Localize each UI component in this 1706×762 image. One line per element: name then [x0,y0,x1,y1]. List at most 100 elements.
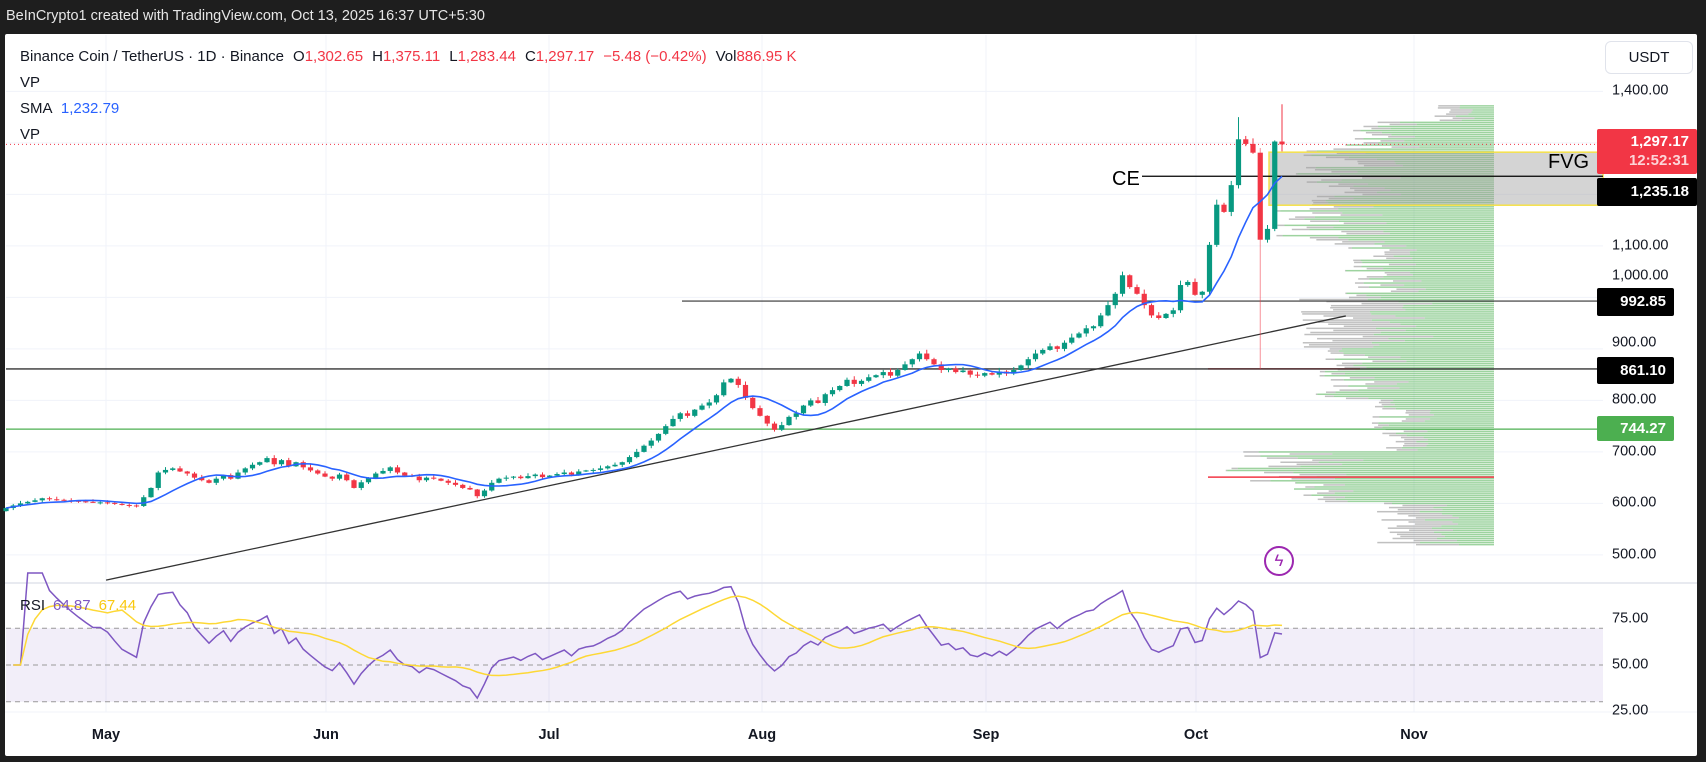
volume-profile-bar-buy [1419,146,1494,148]
candle-up [619,462,625,465]
lightning-alert-icon[interactable]: ϟ [1264,546,1294,576]
candle-down [286,460,292,467]
candle-down [1127,275,1133,288]
candle-up [257,462,263,465]
volume-profile-bar-sell [1395,440,1417,443]
volume-profile-bar-buy [1432,302,1494,305]
candle-up [902,364,908,371]
volume-profile-bar-sell [1336,152,1366,154]
volume-profile-bar-sell [1325,500,1348,503]
volume-profile-bar-buy [1258,451,1494,453]
rsi-label[interactable]: RSI [20,597,46,614]
volume-profile-bar-sell [1366,267,1384,270]
volume-profile-bar-sell [1336,364,1354,367]
volume-profile-bar-buy [1394,403,1494,406]
symbol-name[interactable]: Binance Coin / TetherUS · 1D · Binance [20,48,285,65]
volume-profile-bar-buy [1334,358,1494,360]
candle-up [576,471,582,475]
candle-up [1112,293,1118,306]
volume-profile-bar-buy [1371,319,1494,321]
volume-profile-bar-sell [1328,323,1401,325]
volume-profile-bar-buy [1390,127,1494,130]
volume-profile-bar-sell [1303,494,1312,496]
indicator-sma[interactable]: SMA 1,232.79 [20,100,119,117]
candle-up [25,501,31,504]
volume-profile-bar-buy [1457,523,1494,525]
candle-down [1192,281,1198,295]
volume-profile-bar-buy [1367,298,1494,301]
candle-up [786,416,792,426]
volume-profile-bar-buy [1424,519,1494,521]
volume-profile-bar-buy [1404,339,1494,342]
volume-profile-bar-buy [1294,488,1494,490]
volume-profile-bar-buy [1376,158,1494,161]
price-axis-tick: 700.00 [1612,443,1657,460]
candle-down [104,502,111,504]
volume-profile-bar-sell [1318,321,1390,323]
candle-up [547,475,553,478]
candle-up [510,476,517,478]
candle-down [54,499,60,501]
volume-profile-bar-sell [1306,226,1334,229]
candle-up [148,487,154,498]
volume-profile-bar-buy [1300,465,1494,468]
volume-profile-bar-sell [1330,304,1404,307]
volume-profile-bar-sell [1331,372,1345,375]
volume-profile-bar-sell [1389,123,1417,126]
current-price-label: 1,297.17 12:52:31 [1597,129,1697,174]
volume-profile-bar-buy [1353,490,1494,492]
volume-profile-bar-sell [1388,136,1415,138]
volume-profile-bar-sell [1354,261,1363,264]
candle-up [97,502,103,504]
volume-profile-bar-buy [1344,496,1494,499]
volume-profile-bar-buy [1471,111,1494,113]
ce-annotation[interactable]: CE [1112,168,1140,190]
volume-profile-bar-sell [1416,543,1459,546]
time-axis-label: Jun [313,727,339,743]
volume-profile-bar-sell [1350,187,1385,190]
volume-profile-bar-buy [1383,267,1494,270]
volume-profile-bar-sell [1327,350,1339,352]
indicator-vp-2[interactable]: VP [20,126,41,143]
fvg-annotation[interactable]: FVG [1548,151,1590,173]
volume-profile-bar-sell [1324,395,1334,398]
candle-down [757,408,763,416]
currency-button[interactable]: USDT [1605,41,1693,74]
volume-profile-bar-buy [1396,383,1494,385]
volume-profile-bar-buy [1442,513,1494,515]
volume-profile-bar-sell [1380,284,1405,286]
volume-profile-bar-buy [1341,179,1494,181]
volume-profile-bar-buy [1391,502,1494,505]
level-992-label: 992.85 [1597,288,1674,316]
rsi-line [13,572,1283,700]
candle-up [532,474,538,477]
volume-profile-bar-buy [1441,525,1494,527]
volume-profile-bar-sell [1366,276,1384,278]
volume-profile-bar-buy [1416,249,1494,251]
candle-down [742,384,749,398]
volume-profile-bar-sell [1374,405,1384,408]
volume-profile-bar-buy [1459,107,1494,109]
price-axis-tick: 500.00 [1612,546,1657,563]
volume-profile-bar-sell [1408,515,1453,517]
volume-profile-bar-sell [1449,111,1472,113]
volume-profile-bar-buy [1423,436,1494,439]
volume-profile-bar-sell [1310,220,1339,222]
candle-down [61,499,67,501]
volume-profile-bar-sell [1408,414,1434,416]
volume-profile-bar-sell [1413,539,1457,542]
candle-up [358,482,364,488]
candle-up [249,464,256,469]
volume-profile-bar-sell [1342,241,1385,243]
volume-profile-bar-buy [1363,138,1494,140]
indicator-vp-1[interactable]: VP [20,74,41,91]
volume-profile-bar-buy [1351,247,1494,249]
volume-profile-bar-sell [1311,199,1326,202]
candle-up [373,473,379,478]
candle-up [880,372,886,376]
volume-profile-bar-buy [1316,150,1494,152]
volume-profile-bar-sell [1341,362,1363,365]
volume-profile-bar-buy [1426,445,1494,447]
